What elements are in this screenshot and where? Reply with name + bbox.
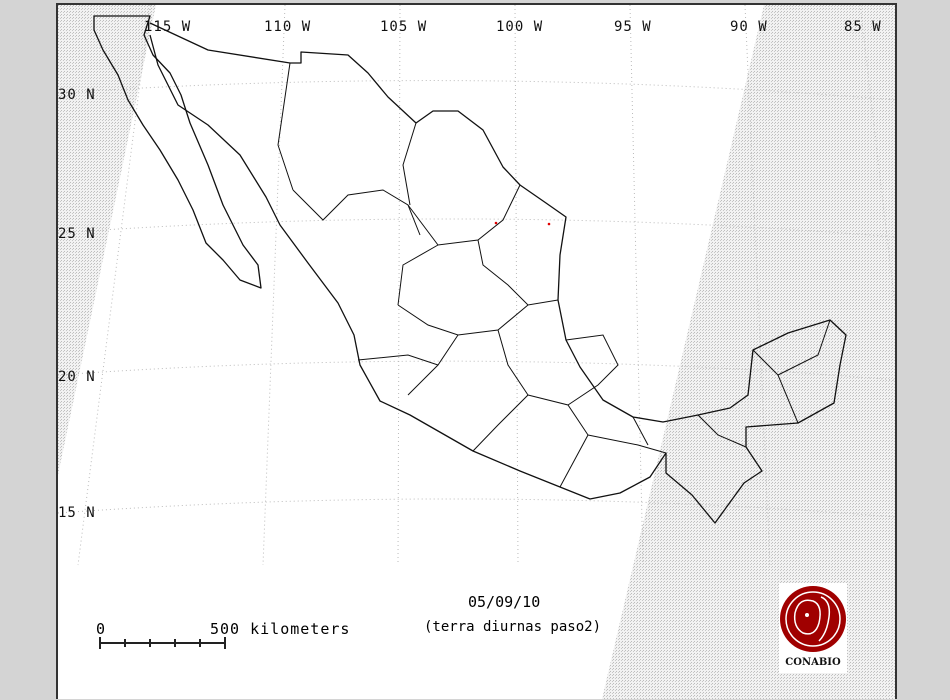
- conabio-logo: CONABIO: [779, 583, 847, 673]
- latitude-label: 25 N: [58, 226, 96, 242]
- scale-end-label: 500 kilometers: [210, 620, 351, 638]
- logo-emblem: [780, 586, 846, 652]
- map-subtitle: (terra diurnas paso2): [424, 619, 602, 635]
- latitude-label: 15 N: [58, 505, 96, 521]
- no-coverage-right: [602, 5, 895, 699]
- map-frame: 115 W 110 W 105 W 100 W 95 W 90 W 85 W 3…: [56, 3, 897, 699]
- scale-bar: [99, 637, 226, 649]
- latitude-label: 20 N: [58, 369, 96, 385]
- no-coverage-left: [58, 5, 156, 475]
- logo-text: CONABIO: [785, 657, 841, 668]
- longitude-label: 110 W: [264, 19, 312, 35]
- longitude-label: 115 W: [144, 19, 192, 35]
- hotspot-point: [494, 221, 498, 225]
- longitude-label: 90 W: [730, 19, 768, 35]
- hotspot-point: [547, 222, 551, 226]
- longitude-label: 100 W: [496, 19, 544, 35]
- state-borders: [277, 62, 831, 488]
- longitude-label: 105 W: [380, 19, 428, 35]
- longitude-label: 85 W: [844, 19, 882, 35]
- map-canvas: [58, 5, 895, 699]
- map-date: 05/09/10: [468, 593, 541, 611]
- mexico-outline: [93, 15, 847, 524]
- longitude-label: 95 W: [614, 19, 652, 35]
- graticule: [58, 5, 895, 566]
- scale-start-label: 0: [96, 620, 106, 638]
- latitude-label: 30 N: [58, 87, 96, 103]
